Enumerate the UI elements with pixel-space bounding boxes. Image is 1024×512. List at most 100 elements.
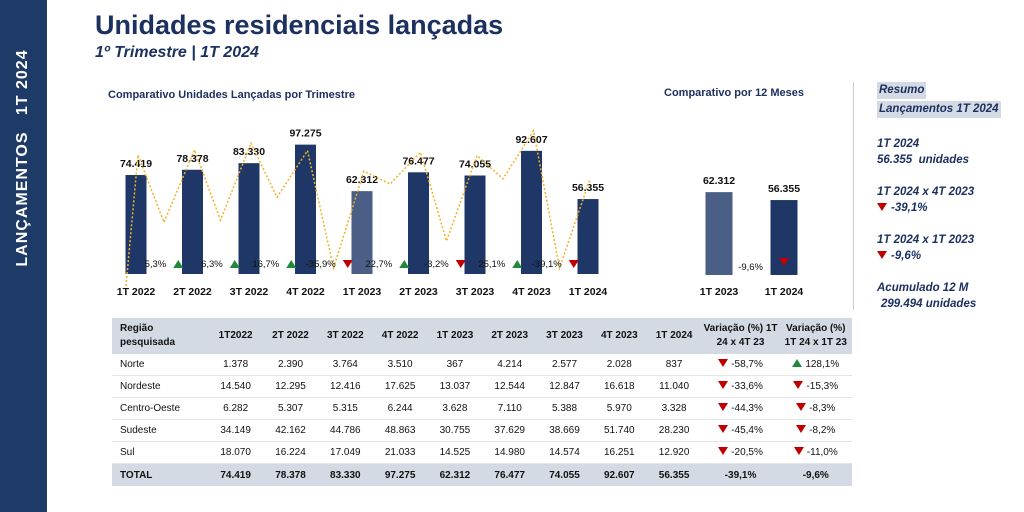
summary-divider: [853, 82, 854, 310]
value-cell: 5.315: [317, 397, 373, 420]
variation-value: -15,3%: [806, 381, 839, 392]
table-total-row: TOTAL 74.419 78.378 83.330 97.275 62.312 76.47…: [112, 463, 852, 486]
summary-item: 1T 2024 x 4T 2023 -39,1%: [877, 184, 1017, 216]
table-header-cell: 4T 2023: [591, 318, 647, 354]
value-cell: 3.328: [646, 397, 702, 420]
bar: [182, 169, 203, 274]
table-row: Sudeste 34.149 42.162 44.786 48.863 30.755 37.…: [112, 419, 852, 442]
value-cell: 97.275: [372, 463, 428, 486]
variation-value: 128,1%: [805, 359, 840, 370]
table-row: Centro-Oeste 6.282 5.307 5.315 6.244 3.628 7.1…: [112, 397, 852, 420]
sidebar-label: LANÇAMENTOS 1T 2024: [14, 49, 31, 267]
category-label: 3T 2022: [230, 286, 269, 298]
table-header-row: Região pesquisada 1T2022 2T 2022 3T 2022 4T …: [112, 318, 852, 354]
table-header-cell: 1T2022: [208, 318, 264, 354]
value-cell: 14.540: [208, 375, 264, 398]
down-arrow-icon: [796, 403, 807, 411]
value-cell: 2.577: [537, 354, 592, 376]
value-cell: 12.920: [646, 441, 702, 464]
region-cell: Nordeste: [112, 375, 209, 398]
page-title: Unidades residenciais lançadas: [95, 10, 504, 40]
change-label: 22,7%: [365, 259, 392, 270]
category-label: 1T 2024: [765, 286, 804, 298]
summary-panel: Resumo Lançamentos 1T 2024 1T 2024 56.35…: [877, 82, 1017, 312]
down-arrow-icon: [718, 403, 729, 411]
category-label: 3T 2023: [456, 286, 495, 298]
change-label: -9,6%: [738, 262, 763, 273]
value-cell: 7.110: [482, 397, 538, 420]
bar-value-label: 74.419: [120, 158, 152, 170]
up-arrow-icon: [399, 260, 410, 268]
variation-value: -20,5%: [731, 447, 763, 458]
variation-value: -44,3%: [731, 403, 763, 414]
value-cell: 62.312: [427, 463, 483, 486]
variation-cell: -58,7%: [701, 354, 780, 376]
down-arrow-icon: [568, 260, 579, 268]
value-cell: 48.863: [372, 419, 428, 442]
value-cell: 37.629: [482, 419, 538, 442]
value-cell: 74.419: [208, 463, 264, 486]
value-cell: 2.390: [263, 354, 318, 376]
variation-cell: 128,1%: [779, 354, 852, 376]
bar-value-label: 62.312: [703, 175, 735, 187]
summary-item-label: Acumulado 12 M: [877, 282, 969, 294]
value-cell: 4.214: [482, 354, 538, 376]
variation-cell: -15,3%: [779, 375, 852, 398]
down-arrow-icon: [877, 203, 887, 211]
value-cell: 44.786: [317, 419, 373, 442]
bar-value-label: 76.477: [402, 155, 434, 167]
down-arrow-icon: [796, 425, 807, 433]
variation-value: -33,6%: [731, 381, 763, 392]
value-cell: 12.544: [482, 375, 538, 398]
down-arrow-icon: [342, 260, 353, 268]
summary-item-label: 1T 2024 x 4T 2023: [877, 186, 975, 198]
down-arrow-icon: [779, 258, 789, 266]
value-cell: 1.378: [208, 354, 264, 376]
value-cell: 51.740: [591, 419, 647, 442]
summary-item: 1T 2024 x 1T 2023 -9,6%: [877, 232, 1017, 264]
value-cell: 6.244: [372, 397, 428, 420]
summary-item-value: 56.355 unidades: [877, 154, 970, 166]
value-cell: 16.224: [263, 441, 318, 464]
twelve-month-bar-chart: 62.312 1T 2023 56.355 1T 2024 -9,6%: [700, 175, 804, 298]
value-cell: 17.625: [372, 375, 428, 398]
sidebar: LANÇAMENTOS 1T 2024: [0, 0, 47, 512]
bar: [521, 150, 542, 274]
bar-value-label: 83.330: [233, 146, 265, 158]
table-header-cell: 3T 2022: [317, 318, 373, 354]
region-cell: TOTAL: [112, 463, 209, 486]
regional-table: Região pesquisada 1T2022 2T 2022 3T 2022 4T …: [112, 318, 852, 486]
trend-line: [125, 128, 591, 287]
down-arrow-icon: [455, 260, 466, 268]
bar-value-label: 56.355: [572, 182, 604, 194]
table-header-cell: 2T 2022: [263, 318, 318, 354]
table-header-cell: Variação (%) 1T 24 x 1T 23: [779, 318, 852, 354]
bar-value-label: 56.355: [768, 183, 800, 195]
table-row: Sul 18.070 16.224 17.049 21.033 14.525 14.980 1…: [112, 441, 852, 464]
value-cell: 13.037: [427, 375, 483, 398]
variation-cell: -11,0%: [779, 441, 852, 464]
value-cell: 12.416: [317, 375, 373, 398]
value-cell: 2.028: [591, 354, 647, 376]
region-cell: Sudeste: [112, 419, 209, 442]
value-cell: 18.070: [208, 441, 264, 464]
category-label: 2T 2022: [173, 286, 212, 298]
value-cell: 14.980: [482, 441, 538, 464]
value-cell: 38.669: [537, 419, 592, 442]
value-cell: 16.251: [591, 441, 647, 464]
table-header-cell: 1T 2024: [646, 318, 702, 354]
value-cell: 3.764: [317, 354, 373, 376]
summary-title-2: Lançamentos 1T 2024: [877, 101, 1001, 118]
bar-value-label: 78.378: [176, 153, 208, 165]
down-arrow-icon: [718, 425, 729, 433]
page-subtitle: 1º Trimestre | 1T 2024: [95, 44, 259, 61]
value-cell: 83.330: [317, 463, 373, 486]
summary-item: 1T 2024 56.355 unidades: [877, 136, 1017, 168]
down-arrow-icon: [718, 381, 729, 389]
value-cell: 76.477: [482, 463, 538, 486]
bar: [238, 163, 260, 274]
summary-item: Acumulado 12 M 299.494 unidades: [877, 280, 1017, 312]
variation-value: -9,6%: [802, 469, 829, 481]
value-cell: 42.162: [263, 419, 318, 442]
down-arrow-icon: [718, 447, 729, 455]
